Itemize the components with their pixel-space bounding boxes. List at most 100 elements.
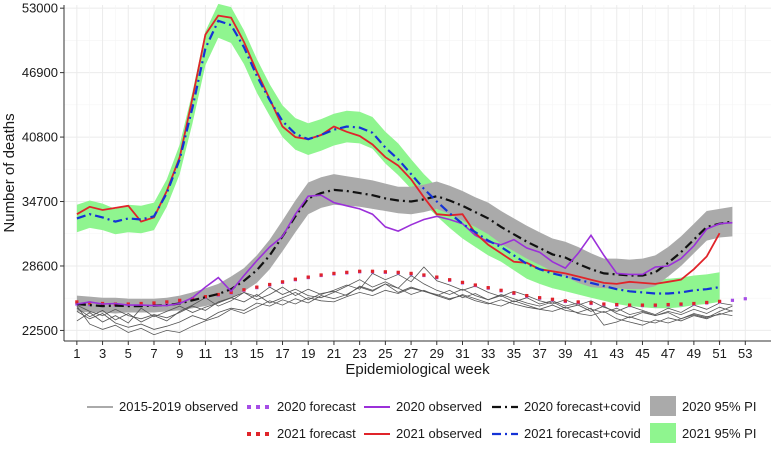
y-tick-label: 22500 [22, 323, 58, 338]
forecast-2021-point [512, 291, 516, 295]
forecast-2021-point [152, 301, 156, 305]
forecast-2021-point [203, 295, 207, 299]
forecast-2021-point [640, 303, 645, 307]
y-tick-label: 40800 [22, 130, 58, 145]
series-lines [75, 14, 747, 336]
x-tick-label: 3 [99, 346, 106, 361]
forecast-2021-point [396, 270, 400, 274]
forecast-2021-point [422, 273, 426, 277]
x-tick-label: 9 [176, 346, 183, 361]
x-tick-label: 15 [250, 346, 264, 361]
x-tick-label: 5 [125, 346, 132, 361]
x-tick-label: 35 [507, 346, 521, 361]
forecast-2021-point [473, 283, 477, 287]
x-tick-label: 49 [687, 346, 701, 361]
x-tick-label: 25 [378, 346, 392, 361]
forecast-2021-point [190, 297, 195, 301]
forecast-2021-point [550, 297, 555, 301]
forecast-2021-point [653, 303, 657, 307]
y-tick-label: 46900 [22, 65, 58, 80]
forecast-2021-point [345, 270, 349, 274]
observed-line-2016 [76, 274, 733, 323]
y-axis-title: Number of deaths [1, 113, 18, 232]
x-tick-label: 51 [712, 346, 726, 361]
forecast-2021-point [255, 285, 259, 289]
legend-forecast-2021-key [247, 432, 251, 436]
legend-pi-2021-label: 2021 95% PI [682, 426, 756, 441]
forecast-2021-point [615, 302, 619, 307]
forecast-2021-point [460, 280, 465, 284]
forecast-covid-2021-line [76, 19, 720, 295]
x-tick-label: 47 [661, 346, 675, 361]
forecast-2021-point [679, 302, 683, 306]
forecast-2021-point [358, 269, 362, 273]
forecast-2021-point [139, 301, 143, 306]
legend-forecast-2021-key [256, 432, 260, 436]
x-tick-label: 31 [455, 346, 469, 361]
observed-line-2017 [76, 266, 733, 320]
forecast-2021-point [370, 269, 375, 273]
x-tick-label: 41 [584, 346, 598, 361]
forecast-2021-point [602, 302, 606, 306]
observed-line-2019 [76, 283, 733, 336]
y-tick-label: 53000 [22, 1, 58, 16]
legend-observed-2020-label: 2020 observed [396, 399, 482, 414]
legend-pi-2020-key [650, 396, 676, 416]
forecast-2021-point [435, 275, 439, 279]
x-tick-label: 23 [352, 346, 366, 361]
x-tick-label: 27 [404, 346, 418, 361]
legend-forecast-2021-key [265, 432, 269, 436]
forecast-2021-point [306, 275, 310, 279]
forecast-2021-point [448, 278, 452, 282]
x-tick-label: 39 [558, 346, 572, 361]
x-tick-label: 1 [73, 346, 80, 361]
forecast-2021-point [293, 277, 297, 281]
forecast-2020-point [730, 298, 735, 302]
forecast-2021-point [75, 300, 79, 304]
legend-pi-2021-key [650, 423, 676, 443]
forecast-2021-point [88, 301, 92, 305]
forecast-2021-point [280, 280, 285, 284]
forecast-2021-point [717, 299, 722, 303]
forecast-2021-point [499, 288, 503, 292]
x-tick-label: 43 [610, 346, 624, 361]
forecast-2021-point [525, 293, 529, 298]
observed-2021-line [76, 14, 721, 285]
x-tick-label: 7 [150, 346, 157, 361]
y-tick-label: 34700 [22, 194, 58, 209]
forecast-2021-point [165, 300, 169, 304]
x-tick-label: 13 [224, 346, 238, 361]
legend-observed-2021-label: 2021 observed [396, 426, 482, 441]
forecast-2021-point [692, 301, 696, 306]
forecast-2021-point [563, 299, 567, 303]
x-tick-label: 17 [275, 346, 289, 361]
forecast-2021-point [538, 296, 542, 300]
forecast-2020-point [75, 302, 79, 306]
x-tick-label: 45 [635, 346, 649, 361]
legend-forecast-2020-label: 2020 forecast [277, 399, 356, 414]
y-tick-label: 28600 [22, 258, 58, 273]
observed-line-2018 [76, 287, 733, 330]
x-tick-label: 33 [481, 346, 495, 361]
forecast-2021-point [486, 286, 490, 290]
legend-forecast-2020-key [247, 405, 251, 409]
pi-band-2021 [76, 3, 720, 309]
x-tick-label: 37 [532, 346, 546, 361]
forecast-2021-point [705, 300, 709, 305]
forecast-2021-point [126, 302, 130, 306]
forecast-2021-point [216, 292, 220, 297]
forecast-2021-point [589, 301, 593, 305]
forecast-2021-point [383, 270, 387, 274]
forecast-2021-point [319, 273, 323, 277]
x-tick-label: 53 [738, 346, 752, 361]
forecast-2020-point [743, 297, 747, 301]
legend: 2015-2019 observed 2020 forecast 2020 obse… [87, 396, 756, 443]
legend-forecast-2020-key [256, 405, 260, 409]
forecast-2021-point [268, 282, 272, 287]
legend-observed-2015-2019-label: 2015-2019 observed [119, 399, 238, 414]
forecast-2021-point [409, 271, 413, 275]
x-tick-label: 19 [301, 346, 315, 361]
x-tick-label: 11 [199, 346, 213, 361]
x-tick-label: 29 [430, 346, 444, 361]
